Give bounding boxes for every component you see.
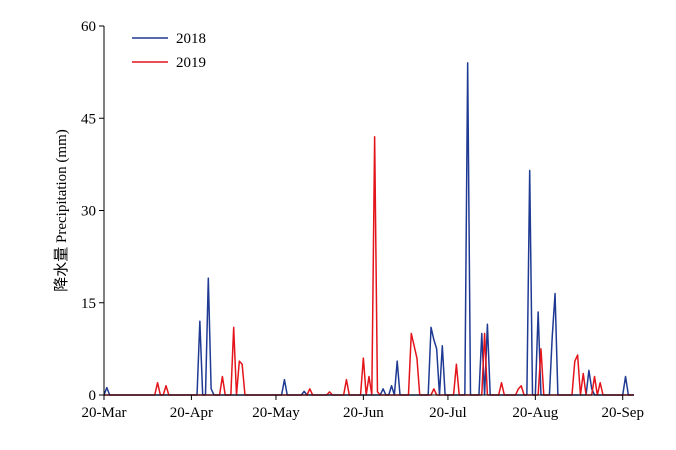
series-line-2019 xyxy=(104,135,634,396)
series-line-2018 xyxy=(103,62,634,396)
y-tick-label: 15 xyxy=(81,296,96,312)
y-tick-label: 60 xyxy=(81,19,96,35)
x-tick-label: 20-Jul xyxy=(429,405,467,421)
x-tick-label: 20-Mar xyxy=(82,405,127,421)
x-tick-label: 20-Aug xyxy=(512,405,558,421)
y-axis-title: 降水量 Precipitation (mm) xyxy=(53,129,70,291)
plot-area xyxy=(103,62,634,396)
x-tick-label: 20-Sep xyxy=(601,405,644,421)
y-tick-label: 30 xyxy=(81,204,96,220)
legend-label-2018: 2018 xyxy=(176,31,206,47)
legend-label-2019: 2019 xyxy=(176,55,206,71)
legend: 2018 2019 xyxy=(132,31,206,71)
x-tick-label: 20-May xyxy=(252,405,300,421)
x-tick-label: 20-Jun xyxy=(343,405,384,421)
y-tick-label: 45 xyxy=(81,111,96,127)
axes: 0 15 30 45 60 20-Mar 20-Apr 20-May 20-Jun 20-Jul 2… xyxy=(81,19,644,421)
y-tick-label: 0 xyxy=(89,388,97,404)
x-tick-label: 20-Apr xyxy=(170,405,213,421)
